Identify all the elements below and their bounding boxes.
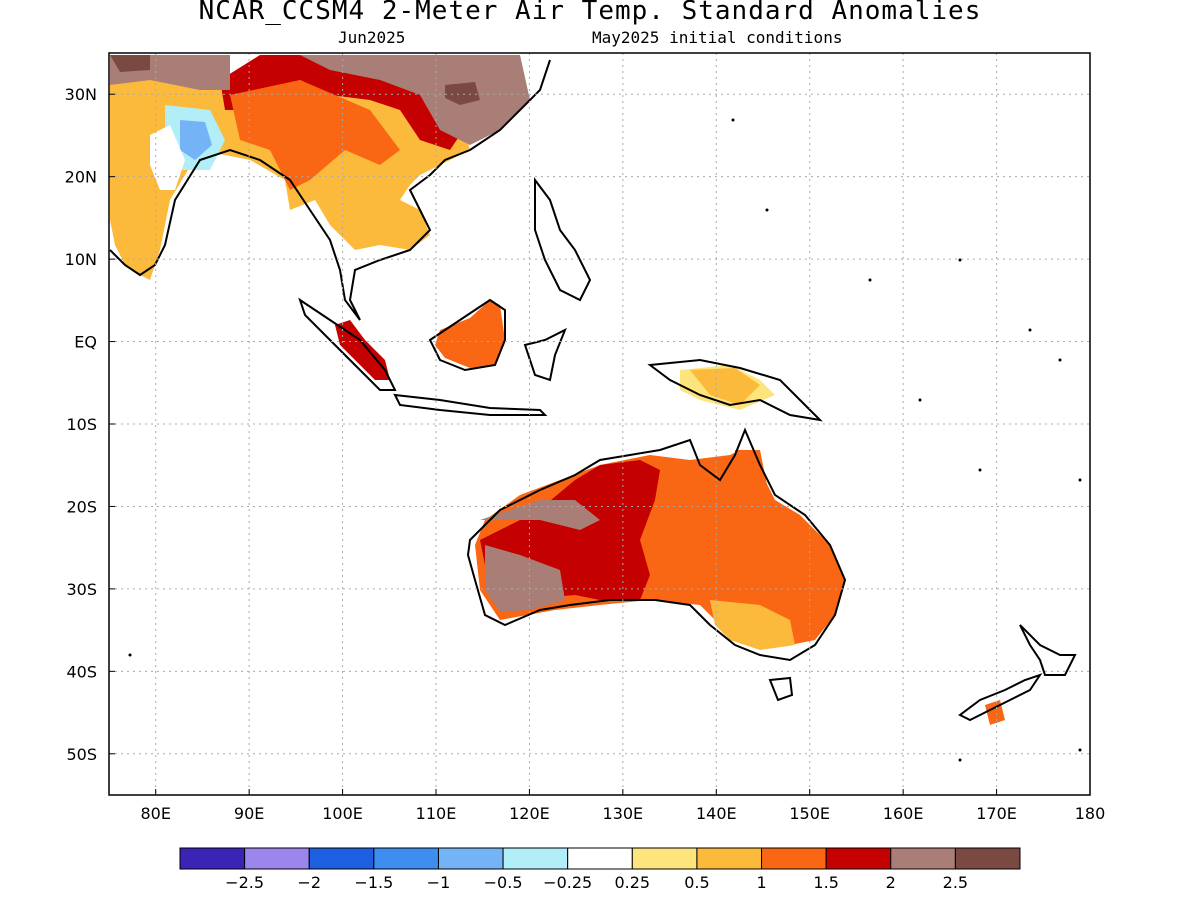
island: [978, 468, 982, 472]
anomaly-fill-asia-white: [150, 125, 185, 190]
lat-tick-label: 40S: [66, 662, 97, 681]
island: [128, 653, 132, 657]
lat-tick-label: 30S: [66, 580, 97, 599]
anomaly-fill-asia-blue: [180, 120, 212, 160]
coast-nz-south: [958, 673, 1043, 722]
lon-tick-label: 90E: [234, 804, 264, 823]
lon-tick-label: 100E: [322, 804, 363, 823]
lat-tick-label: 20S: [66, 497, 97, 516]
anomaly-fill-asia-brown2: [300, 55, 530, 145]
lon-tick-label: 120E: [509, 804, 550, 823]
colorbar: −2.5 −2 −1.5 −1 −0.5 −0.25 0.25 0.5 1 1.5 2 2.5: [179, 847, 1021, 892]
island: [1078, 748, 1082, 752]
colorbar-swatch: [567, 847, 633, 870]
anomaly-fill-asia-darkbrown2: [110, 55, 150, 72]
island: [731, 118, 735, 122]
coast-sulawesi: [523, 327, 567, 382]
anomaly-fill-australia-brown2: [480, 500, 600, 530]
island: [918, 398, 922, 402]
colorbar-label: −0.5: [484, 873, 523, 892]
map-grid: [109, 53, 1090, 795]
colorbar-label: 1: [756, 873, 766, 892]
anomaly-fill-borneo: [435, 300, 505, 368]
map-frame: [108, 52, 1091, 796]
anomaly-fill-australia-brown: [485, 545, 565, 612]
lon-tick-label: 150E: [789, 804, 830, 823]
colorbar-swatch: [761, 847, 827, 870]
anomaly-fill-capeyork: [735, 450, 770, 500]
colorbar-label: 1.5: [813, 873, 838, 892]
coast-philippines: [534, 177, 592, 302]
colorbar-label: −2.5: [225, 873, 264, 892]
lon-tick-label: 180: [1075, 804, 1106, 823]
coast-borneo: [428, 298, 506, 372]
lat-tick-label: 10S: [66, 415, 97, 434]
anomaly-fill-australia-yellow: [710, 600, 795, 650]
colorbar-label: 2.5: [943, 873, 968, 892]
colorbar-swatch: [437, 847, 504, 870]
coast-australia: [466, 427, 847, 662]
anomaly-fills: [110, 55, 1005, 725]
colorbar-swatch: [373, 847, 439, 870]
initial-conditions-label: May2025 initial conditions: [592, 28, 843, 47]
forecast-month: Jun2025: [338, 28, 406, 47]
colorbar-label: −0.25: [543, 873, 592, 892]
coast-sumatra: [298, 297, 397, 391]
colorbar-label: 0.5: [684, 873, 709, 892]
colorbar-label: −2: [297, 873, 321, 892]
island: [958, 758, 962, 762]
coast-asia: [109, 59, 551, 321]
colorbar-label: −1.5: [354, 873, 393, 892]
colorbar-swatch: [308, 847, 375, 870]
colorbar-swatch: [502, 847, 569, 870]
colorbar-label: 2: [886, 873, 896, 892]
colorbar-swatch: [244, 847, 310, 870]
colorbar-swatch: [954, 847, 1021, 870]
colorbar-swatch: [825, 847, 892, 870]
anomaly-fill-newguinea-orange: [690, 368, 760, 405]
island: [868, 278, 872, 282]
colorbar-label: −1: [427, 873, 451, 892]
island: [958, 258, 962, 262]
coastlines: [109, 59, 1077, 722]
island: [1058, 358, 1062, 362]
colorbar-swatch: [179, 847, 246, 870]
lat-tick-label: 10N: [65, 250, 97, 269]
island: [765, 208, 769, 212]
pacific-islands: [128, 118, 1082, 762]
coast-java: [393, 393, 548, 416]
colorbar-swatch: [890, 847, 956, 870]
lon-tick-label: 80E: [140, 804, 170, 823]
lon-tick-label: 130E: [603, 804, 644, 823]
colorbar-label: 0.25: [614, 873, 650, 892]
lon-tick-label: 170E: [976, 804, 1017, 823]
chart-title: NCAR_CCSM4 2-Meter Air Temp. Standard An…: [198, 0, 982, 26]
anomaly-fill-asia-orange2: [230, 80, 400, 190]
lon-tick-label: 160E: [883, 804, 924, 823]
colorbar-swatch: [696, 847, 763, 870]
lat-tick-label: EQ: [74, 333, 97, 352]
axis-ticks: 80E 90E 100E 110E 120E 130E 140E 150E 160E 170E 18…: [65, 85, 1106, 823]
coast-nz-north: [1019, 624, 1077, 676]
lat-tick-label: 50S: [66, 745, 97, 764]
coast-newguinea: [647, 358, 823, 422]
anomaly-fill-asia-darkbrown: [445, 82, 480, 105]
island: [1028, 328, 1032, 332]
coast-tasmania: [768, 676, 794, 702]
lat-tick-label: 30N: [65, 85, 97, 104]
anomaly-fill-nz: [985, 700, 1005, 725]
lat-tick-label: 20N: [65, 168, 97, 187]
anomaly-fill-sumatra: [335, 320, 390, 380]
lon-tick-label: 140E: [696, 804, 737, 823]
colorbar-swatch: [631, 847, 698, 870]
lon-tick-label: 110E: [416, 804, 457, 823]
island: [1078, 478, 1082, 482]
